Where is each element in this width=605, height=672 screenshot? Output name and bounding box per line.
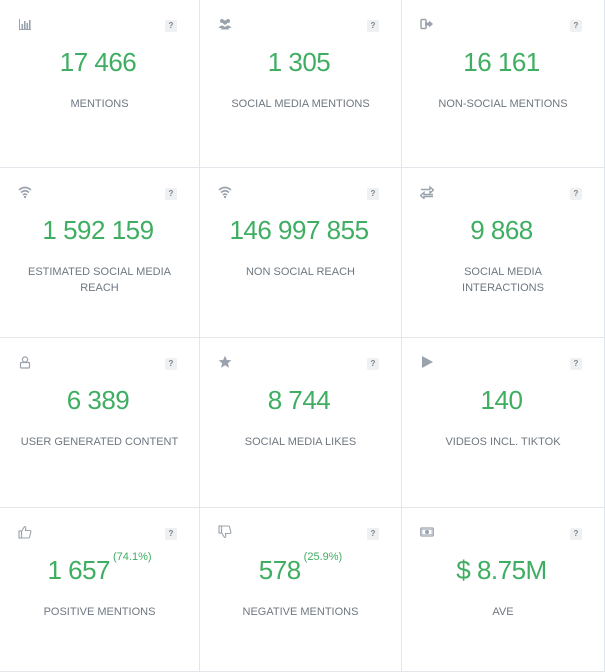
- stat-label: SOCIAL MEDIA INTERACTIONS: [462, 266, 544, 294]
- wifi-icon: [218, 185, 232, 199]
- thumbs-up-icon: [18, 525, 32, 539]
- stat-label: AVE: [492, 606, 514, 618]
- stat-card-negative-mentions: ? 578 (25.9%) NEGATIVE MENTIONS: [200, 508, 402, 672]
- money-icon: [420, 525, 434, 539]
- users-icon: [218, 17, 232, 31]
- stat-card-videos: ? 140 VIDEOS INCL. TIKTOK: [402, 338, 605, 508]
- stat-value: 6 389: [66, 385, 130, 415]
- stat-value: 1 305: [267, 47, 331, 77]
- stat-percent: (74.1%): [113, 551, 152, 563]
- stat-card-non-social-mentions: ? 16 161 NON-SOCIAL MENTIONS: [402, 0, 605, 168]
- stat-label: NON SOCIAL REACH: [245, 266, 355, 278]
- thumbs-down-icon: [218, 525, 232, 539]
- stat-label: MENTIONS: [70, 98, 129, 110]
- star-icon: [218, 355, 232, 369]
- stat-card-non-social-reach: ? 146 997 855 NON SOCIAL REACH: [200, 168, 402, 338]
- stat-value: 16 161: [463, 47, 540, 77]
- stat-card-social-media-interactions: ? 9 868 SOCIAL MEDIA INTERACTIONS: [402, 168, 605, 338]
- stat-percent: (25.9%): [303, 551, 343, 563]
- help-icon[interactable]: ?: [570, 20, 582, 32]
- stat-value: 17 466: [59, 47, 137, 77]
- help-icon[interactable]: ?: [367, 20, 379, 32]
- stat-value: 1 592 159: [42, 215, 154, 245]
- help-icon[interactable]: ?: [367, 188, 379, 200]
- stat-label: SOCIAL MEDIA LIKES: [244, 436, 357, 448]
- stat-value: 1 657 (74.1%): [47, 551, 152, 585]
- sign-out-icon: [420, 17, 434, 31]
- stat-label: USER GENERATED CONTENT: [20, 436, 179, 448]
- stat-value: 9 868: [470, 215, 533, 245]
- user-icon: [18, 355, 32, 369]
- help-icon[interactable]: ?: [165, 188, 177, 200]
- stat-card-mentions: ? 17 466 MENTIONS: [0, 0, 200, 168]
- stat-label: POSITIVE MENTIONS: [43, 606, 156, 618]
- help-icon[interactable]: ?: [165, 528, 177, 540]
- help-icon[interactable]: ?: [165, 20, 177, 32]
- stat-value: 140: [480, 385, 523, 415]
- stat-label: ESTIMATED SOCIAL MEDIA REACH: [27, 266, 172, 294]
- stat-label: NON-SOCIAL MENTIONS: [438, 98, 568, 110]
- help-icon[interactable]: ?: [165, 358, 177, 370]
- help-icon[interactable]: ?: [570, 528, 582, 540]
- stat-value: $ 8.75M: [456, 555, 547, 585]
- stat-card-social-media-mentions: ? 1 305 SOCIAL MEDIA MENTIONS: [200, 0, 402, 168]
- bar-chart-icon: [18, 17, 32, 31]
- exchange-icon: [420, 185, 434, 199]
- stat-card-user-generated-content: ? 6 389 USER GENERATED CONTENT: [0, 338, 200, 508]
- help-icon[interactable]: ?: [367, 528, 379, 540]
- stat-value: 8 744: [267, 385, 331, 415]
- play-icon: [420, 355, 434, 369]
- stat-label: SOCIAL MEDIA MENTIONS: [231, 98, 370, 110]
- stat-value: 578 (25.9%): [258, 551, 343, 585]
- stat-card-ave: ? $ 8.75M AVE: [402, 508, 605, 672]
- wifi-icon: [18, 185, 32, 199]
- help-icon[interactable]: ?: [367, 358, 379, 370]
- stat-card-estimated-social-media-reach: ? 1 592 159 ESTIMATED SOCIAL MEDIA REACH: [0, 168, 200, 338]
- stat-label: VIDEOS INCL. TIKTOK: [445, 436, 561, 448]
- stat-value: 146 997 855: [229, 215, 369, 245]
- stat-label: NEGATIVE MENTIONS: [242, 606, 359, 618]
- help-icon[interactable]: ?: [570, 188, 582, 200]
- stat-card-social-media-likes: ? 8 744 SOCIAL MEDIA LIKES: [200, 338, 402, 508]
- help-icon[interactable]: ?: [570, 358, 582, 370]
- stat-card-positive-mentions: ? 1 657 (74.1%) POSITIVE MENTIONS: [0, 508, 200, 672]
